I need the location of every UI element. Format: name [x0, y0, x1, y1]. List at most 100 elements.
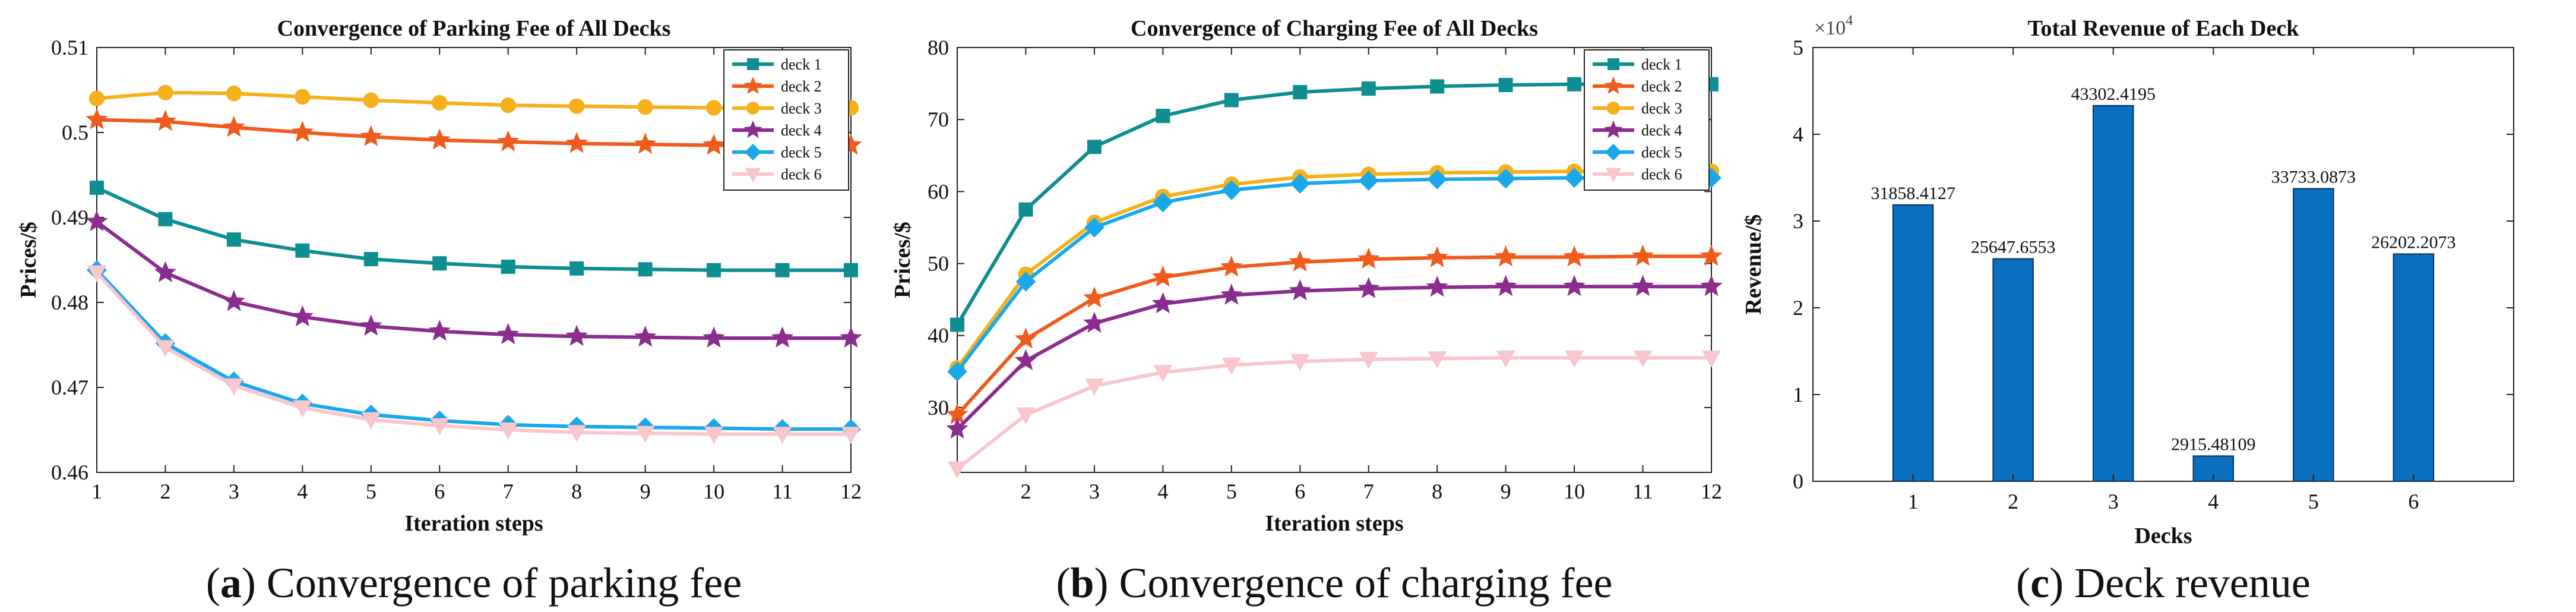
- data-point-deck-6: [156, 340, 175, 358]
- y-axis-label: Prices/$: [16, 222, 41, 298]
- data-point-deck-5: [1015, 272, 1036, 292]
- x-axis-label: Iteration steps: [1265, 511, 1403, 536]
- data-point-deck-2: [1014, 327, 1037, 349]
- data-point-deck-3: [705, 100, 722, 116]
- x-tick-label: 2: [1020, 479, 1031, 503]
- data-point-deck-3: [88, 90, 105, 106]
- data-point-deck-4: [1289, 279, 1311, 301]
- y-tick-label: 0.47: [51, 376, 88, 399]
- series-line-deck-6: [956, 356, 1711, 471]
- bar-value-label: 33733.0873: [2271, 167, 2356, 187]
- x-tick-label: 1: [91, 479, 102, 503]
- series-line-deck-5: [95, 269, 851, 431]
- data-point-deck-6: [704, 427, 724, 444]
- data-point-deck-4: [565, 324, 588, 346]
- axis-exponent-base: ×10: [1814, 17, 1846, 39]
- legend-box: [1584, 49, 1710, 191]
- data-point-deck-2: [565, 131, 588, 153]
- series-deck-4: [86, 210, 862, 348]
- legend-marker: [1607, 58, 1619, 70]
- x-tick-label: 8: [571, 479, 582, 503]
- data-point-deck-3: [432, 94, 448, 111]
- data-point-deck-6: [430, 418, 450, 436]
- chart-title: Convergence of Parking Fee of All Decks: [277, 16, 671, 41]
- caption-text: Convergence of charging fee: [1109, 559, 1613, 607]
- legend: deck 1 deck 2 deck 3 deck 4 deck 5 deck 6: [1584, 49, 1710, 191]
- data-point-deck-5: [1153, 192, 1173, 213]
- data-point-deck-3: [637, 99, 653, 115]
- data-point-deck-6: [1428, 351, 1447, 368]
- legend-label: deck 3: [781, 100, 822, 117]
- y-tick-label: 0.5: [62, 121, 88, 144]
- data-point-deck-4: [840, 326, 862, 348]
- x-tick-label: 5: [366, 479, 376, 503]
- data-point-deck-6: [773, 427, 792, 444]
- data-point-deck-1: [844, 263, 858, 277]
- data-point-deck-1: [295, 243, 310, 258]
- data-point-deck-6: [948, 461, 967, 479]
- legend-marker: [1605, 143, 1622, 161]
- chart-title: Total Revenue of Each Deck: [2028, 16, 2300, 41]
- legend-marker: [743, 76, 762, 94]
- y-tick-label: 40: [928, 324, 949, 348]
- x-tick-label: 3: [1089, 479, 1100, 503]
- legend-label: deck 2: [781, 78, 822, 95]
- x-tick-label: 6: [434, 479, 445, 503]
- y-tick-label: 1: [1793, 383, 1803, 406]
- figure-caption: (b) Convergence of charging fee: [1056, 559, 1612, 607]
- data-point-deck-1: [158, 212, 173, 226]
- data-point-deck-4: [1151, 292, 1175, 314]
- y-tick-label: 0.48: [51, 291, 88, 314]
- x-tick-label: 11: [1632, 479, 1653, 503]
- data-point-deck-2: [360, 125, 382, 147]
- series-line-deck-1: [96, 186, 851, 272]
- y-axis-label: Revenue/$: [1741, 214, 1766, 315]
- x-tick-label: 1: [1908, 490, 1919, 513]
- data-point-deck-2: [1289, 250, 1311, 272]
- legend-label: deck 2: [1641, 78, 1682, 95]
- bar-deck-6: [2393, 253, 2435, 482]
- data-point-deck-2: [1700, 244, 1723, 266]
- data-point-deck-4: [291, 305, 314, 327]
- axis-exponent-power: 4: [1846, 13, 1853, 29]
- data-point-deck-1: [501, 259, 515, 274]
- data-point-deck-1: [1087, 140, 1102, 154]
- data-point-deck-6: [1153, 365, 1173, 382]
- figure-caption: (a) Convergence of parking fee: [206, 559, 742, 607]
- data-point-deck-6: [1016, 407, 1036, 425]
- data-point-deck-6: [1290, 354, 1310, 371]
- y-tick-label: 0.49: [51, 206, 88, 229]
- data-point-deck-3: [363, 92, 379, 108]
- x-tick-label: 12: [1701, 479, 1722, 503]
- caption-paren-close: ): [1094, 559, 1109, 607]
- data-point-deck-4: [360, 314, 382, 336]
- caption-letter: b: [1070, 559, 1094, 607]
- data-point-deck-1: [775, 263, 790, 277]
- data-point-deck-1: [90, 180, 104, 195]
- x-tick-label: 9: [640, 479, 651, 503]
- data-point-deck-6: [1084, 378, 1104, 396]
- caption-paren-open: (: [2016, 559, 2030, 607]
- y-tick-label: 0.46: [51, 460, 88, 484]
- data-point-deck-4: [1494, 275, 1517, 296]
- caption-paren-close: ): [2049, 559, 2064, 607]
- y-tick-label: 70: [928, 108, 949, 131]
- caption-paren-close: ): [242, 559, 256, 607]
- data-point-deck-4: [1631, 275, 1654, 296]
- bar-value-label: 26202.2073: [2371, 232, 2456, 252]
- axis-exponent: ×104: [1814, 13, 1853, 39]
- data-point-deck-6: [361, 412, 381, 430]
- data-point-deck-4: [1700, 275, 1723, 296]
- x-tick-label: 12: [840, 479, 862, 503]
- legend-label: deck 3: [1641, 100, 1682, 117]
- data-point-deck-2: [1220, 255, 1243, 277]
- charging-fee-chart: Convergence of Charging Fee of All Decks…: [890, 16, 1723, 607]
- data-point-deck-2: [428, 128, 451, 150]
- legend-marker: [1604, 120, 1623, 138]
- y-tick-label: 50: [928, 252, 949, 276]
- legend-marker: [746, 102, 759, 115]
- x-axis-label: Decks: [2134, 523, 2192, 548]
- series-deck-6: [948, 350, 1721, 479]
- caption-text: Convergence of parking fee: [256, 559, 742, 607]
- data-point-deck-6: [1633, 350, 1653, 368]
